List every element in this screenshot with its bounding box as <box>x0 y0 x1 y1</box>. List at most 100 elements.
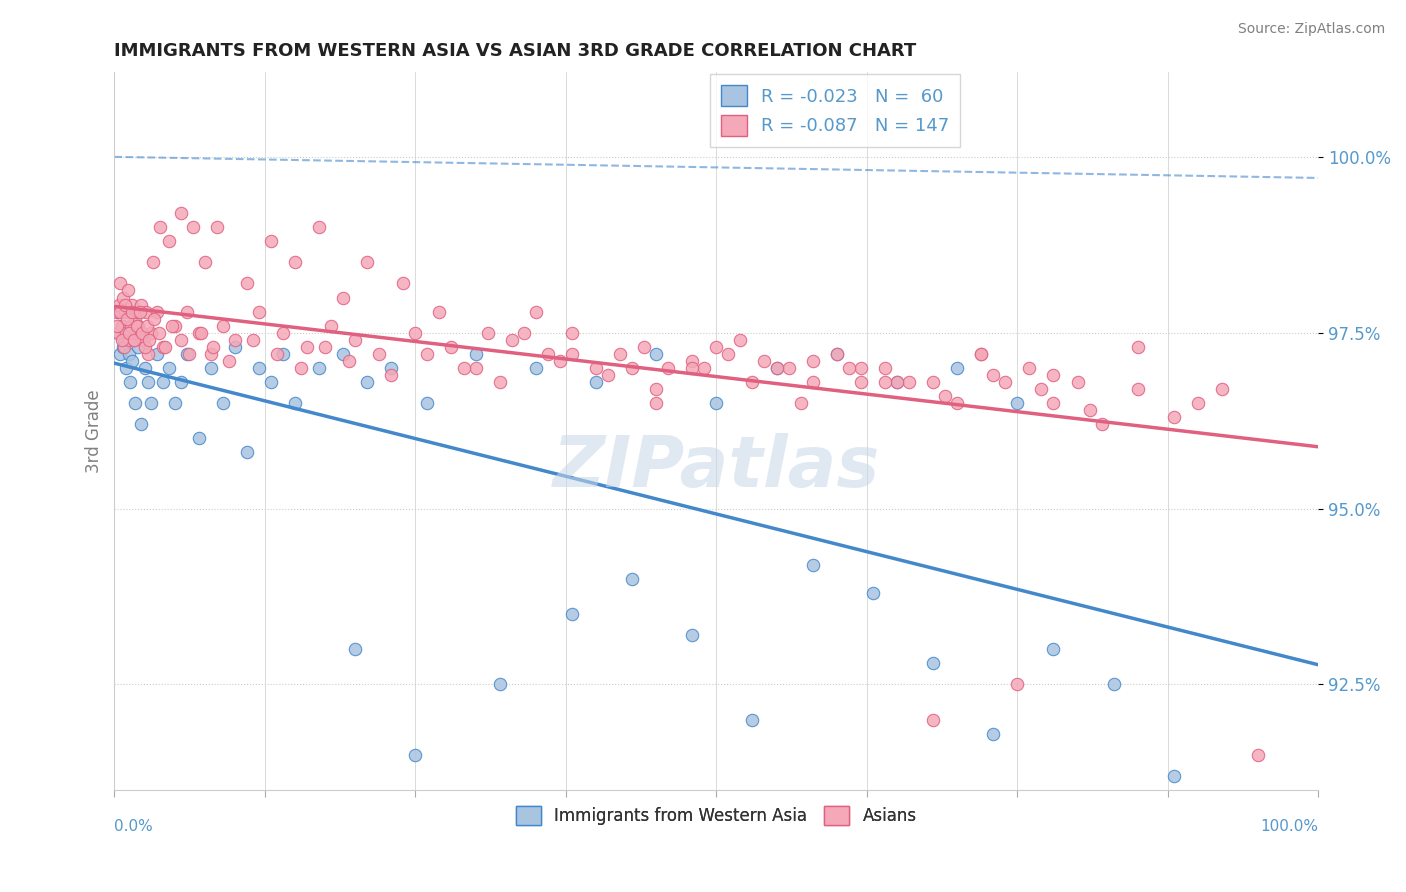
Point <box>271 347 294 361</box>
Point <box>308 220 330 235</box>
Point <box>1090 417 1112 431</box>
Y-axis label: 3rd Grade: 3rd Grade <box>86 390 103 473</box>
Point <box>176 304 198 318</box>
Point <box>934 389 956 403</box>
Point <box>922 713 945 727</box>
Point <box>124 311 146 326</box>
Point <box>115 360 138 375</box>
Point <box>1042 642 1064 657</box>
Point <box>897 375 920 389</box>
Point <box>645 396 668 410</box>
Point <box>163 396 186 410</box>
Point <box>440 340 463 354</box>
Point <box>704 396 727 410</box>
Point <box>152 340 174 354</box>
Point <box>117 284 139 298</box>
Point <box>337 354 360 368</box>
Point <box>765 360 787 375</box>
Point <box>416 396 439 410</box>
Point <box>645 382 668 396</box>
Point <box>981 368 1004 382</box>
Point <box>134 340 156 354</box>
Point <box>120 318 142 333</box>
Point <box>1163 769 1185 783</box>
Text: IMMIGRANTS FROM WESTERN ASIA VS ASIAN 3RD GRADE CORRELATION CHART: IMMIGRANTS FROM WESTERN ASIA VS ASIAN 3R… <box>114 42 917 60</box>
Point <box>115 311 138 326</box>
Point <box>801 354 824 368</box>
Point <box>187 326 209 340</box>
Text: 100.0%: 100.0% <box>1260 819 1319 834</box>
Point <box>693 360 716 375</box>
Point <box>127 318 149 333</box>
Point <box>128 304 150 318</box>
Point <box>114 297 136 311</box>
Point <box>585 360 607 375</box>
Point <box>717 347 740 361</box>
Point <box>132 333 155 347</box>
Point <box>149 220 172 235</box>
Point <box>453 360 475 375</box>
Point <box>609 347 631 361</box>
Point <box>561 347 583 361</box>
Point <box>271 326 294 340</box>
Point <box>169 375 191 389</box>
Point <box>1018 360 1040 375</box>
Point <box>356 255 378 269</box>
Point <box>169 206 191 220</box>
Point <box>633 340 655 354</box>
Point <box>862 586 884 600</box>
Point <box>111 291 134 305</box>
Point <box>260 375 283 389</box>
Point <box>224 340 246 354</box>
Point <box>488 375 510 389</box>
Point <box>1126 382 1149 396</box>
Point <box>135 304 157 318</box>
Point <box>125 318 148 333</box>
Point <box>1247 747 1270 762</box>
Point <box>970 347 993 361</box>
Point <box>838 360 860 375</box>
Point <box>148 326 170 340</box>
Point <box>121 297 143 311</box>
Point <box>118 347 141 361</box>
Point <box>176 347 198 361</box>
Point <box>181 220 204 235</box>
Point <box>160 318 183 333</box>
Point <box>211 396 233 410</box>
Point <box>112 333 135 347</box>
Point <box>290 360 312 375</box>
Point <box>114 304 136 318</box>
Point <box>120 304 142 318</box>
Point <box>356 375 378 389</box>
Point <box>886 375 908 389</box>
Point <box>134 360 156 375</box>
Point <box>242 333 264 347</box>
Point <box>319 318 342 333</box>
Text: 0.0%: 0.0% <box>114 819 153 834</box>
Point <box>138 333 160 347</box>
Point <box>404 747 426 762</box>
Point <box>537 347 560 361</box>
Point <box>1007 677 1029 691</box>
Point <box>108 326 131 340</box>
Point <box>754 354 776 368</box>
Point <box>801 375 824 389</box>
Point <box>129 417 152 431</box>
Legend: Immigrants from Western Asia, Asians: Immigrants from Western Asia, Asians <box>509 799 924 832</box>
Point <box>681 360 703 375</box>
Point <box>825 347 848 361</box>
Point <box>585 375 607 389</box>
Point <box>124 333 146 347</box>
Point <box>200 360 222 375</box>
Point <box>789 396 811 410</box>
Point <box>157 234 180 248</box>
Point <box>152 375 174 389</box>
Point <box>512 326 534 340</box>
Point <box>153 340 176 354</box>
Point <box>596 368 619 382</box>
Point <box>266 347 288 361</box>
Point <box>314 340 336 354</box>
Point <box>332 347 354 361</box>
Point <box>236 445 259 459</box>
Point <box>308 360 330 375</box>
